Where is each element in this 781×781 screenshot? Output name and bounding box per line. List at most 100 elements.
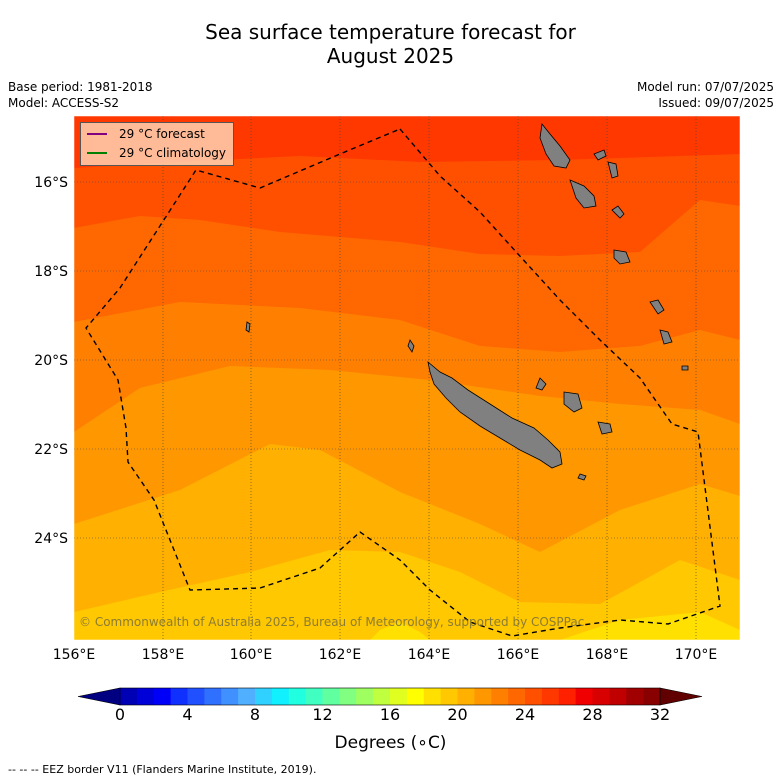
- band-21b: [560, 612, 740, 640]
- lon-label: 166°E: [497, 647, 540, 663]
- colorbar-swatch: [423, 688, 442, 705]
- colorbar-label: Degrees (∘C): [334, 733, 447, 753]
- colorbar-swatch: [356, 688, 374, 705]
- colorbar-tick-label: 32: [650, 705, 670, 724]
- colorbar-swatch: [457, 688, 475, 705]
- colorbar-swatch: [120, 688, 138, 705]
- colorbar-swatch: [136, 688, 155, 705]
- legend-item-forecast: 29 °C forecast: [87, 126, 205, 142]
- colorbar-swatch: [541, 688, 560, 705]
- colorbar-tick-label: 8: [250, 705, 260, 724]
- eez-footnote: -- -- -- EEZ border V11 (Flanders Marine…: [8, 763, 317, 776]
- colorbar-ticks: 0 4 8 12 16 20 24 28 32: [115, 705, 670, 724]
- colorbar-swatch: [626, 688, 644, 705]
- colorbar-tick-label: 24: [515, 705, 535, 724]
- lon-label: 162°E: [319, 647, 362, 663]
- lon-label: 168°E: [586, 647, 629, 663]
- map-frame: [73, 115, 741, 641]
- colorbar-swatch: [305, 688, 323, 705]
- base-period: Base period: 1981-2018: [8, 80, 153, 94]
- colorbar-swatch: [221, 688, 239, 705]
- colorbar-swatch: [238, 688, 256, 705]
- lon-label: 160°E: [230, 647, 273, 663]
- legend-label-forecast: 29 °C forecast: [119, 127, 205, 141]
- island-ouvea: [535, 377, 547, 391]
- colorbar-swatch: [440, 688, 458, 705]
- colorbar-swatch: [558, 688, 577, 705]
- colorbar: [77, 687, 703, 706]
- colorbar-over-arrow: [659, 687, 703, 706]
- colorbar-swatch: [592, 688, 610, 705]
- gridlines: [74, 116, 740, 640]
- colorbar-swatch: [508, 688, 526, 705]
- colorbar-swatch: [339, 688, 357, 705]
- island-lifou: [563, 391, 583, 413]
- colorbar-tick-label: 12: [312, 705, 332, 724]
- colorbar-swatch: [575, 688, 593, 705]
- island-vanuatu-malekula: [569, 179, 597, 209]
- island-mare: [597, 421, 613, 435]
- colorbar-tick-label: 0: [115, 705, 125, 724]
- colorbar-swatch: [170, 688, 188, 705]
- issued-date: Issued: 09/07/2025: [658, 96, 774, 110]
- island-vanuatu-small2: [607, 161, 619, 179]
- lat-label: 18°S: [34, 264, 68, 280]
- colorbar-tick-label: 20: [447, 705, 467, 724]
- sst-contour-bands: [74, 116, 740, 640]
- lon-label: 170°E: [675, 647, 718, 663]
- colorbar-swatch: [187, 688, 205, 705]
- island-tanna: [659, 329, 673, 345]
- island-vanuatu-small3: [611, 205, 625, 219]
- colorbar-swatch: [491, 688, 509, 705]
- colorbar-tick-label: 28: [582, 705, 602, 724]
- lon-label: 164°E: [408, 647, 451, 663]
- model-name: Model: ACCESS-S2: [8, 96, 120, 110]
- legend-swatch-forecast: [87, 133, 107, 135]
- lat-label: 20°S: [34, 353, 68, 369]
- legend-swatch-climatology: [87, 152, 107, 154]
- colorbar-swatch: [255, 688, 273, 705]
- contour-legend: 29 °C forecast 29 °C climatology: [80, 122, 234, 166]
- legend-label-climatology: 29 °C climatology: [119, 146, 227, 160]
- colorbar-swatch: [525, 688, 543, 705]
- colorbar-swatch: [406, 688, 425, 705]
- colorbar-swatch: [373, 688, 391, 705]
- colorbar-swatch: [271, 688, 290, 705]
- new-caledonia-island: [427, 360, 563, 469]
- island-vanuatu-small1: [593, 149, 607, 161]
- island-vanuatu-efate: [613, 249, 631, 265]
- lon-label: 158°E: [142, 647, 185, 663]
- copyright-note: © Commonwealth of Australia 2025, Bureau…: [79, 615, 585, 629]
- island-belep: [407, 339, 415, 353]
- colorbar-swatch: [390, 688, 408, 705]
- colorbar-swatch: [204, 688, 222, 705]
- map-title-line1: Sea surface temperature forecast for: [205, 20, 576, 44]
- colorbar-swatch: [643, 688, 661, 705]
- colorbar-swatch: [609, 688, 627, 705]
- island-aneityum: [681, 365, 689, 371]
- colorbar-tick-label: 16: [380, 705, 400, 724]
- legend-item-climatology: 29 °C climatology: [87, 145, 226, 161]
- lon-label: 156°E: [53, 647, 96, 663]
- colorbar-swatch: [288, 688, 307, 705]
- land-masses: [245, 123, 689, 481]
- colorbar-swatch: [153, 688, 172, 705]
- island-chesterfield: [245, 321, 251, 333]
- band-22: [74, 550, 740, 640]
- island-erromango: [649, 299, 665, 315]
- band-21: [74, 622, 430, 640]
- lat-label: 24°S: [34, 531, 68, 547]
- colorbar-outline: [119, 687, 661, 706]
- island-isle-of-pines: [577, 473, 587, 481]
- island-vanuatu-santo: [539, 123, 571, 169]
- colorbar-swatch: [474, 688, 492, 705]
- eez-border: [85, 128, 721, 637]
- map-title-line2: August 2025: [326, 44, 455, 68]
- model-run: Model run: 07/07/2025: [636, 80, 774, 94]
- colorbar-swatch: [322, 688, 340, 705]
- lat-label: 22°S: [34, 442, 68, 458]
- colorbar-tick-label: 4: [182, 705, 192, 724]
- colorbar-under-arrow: [77, 687, 121, 706]
- lat-label: 16°S: [34, 175, 68, 191]
